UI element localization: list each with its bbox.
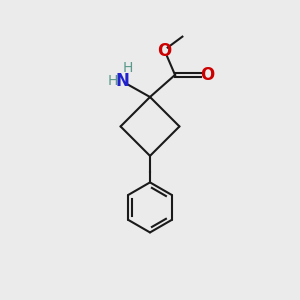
Text: H: H bbox=[107, 74, 118, 88]
Text: H: H bbox=[122, 61, 133, 75]
Text: O: O bbox=[200, 66, 214, 84]
Text: N: N bbox=[115, 72, 129, 90]
Text: O: O bbox=[158, 42, 172, 60]
